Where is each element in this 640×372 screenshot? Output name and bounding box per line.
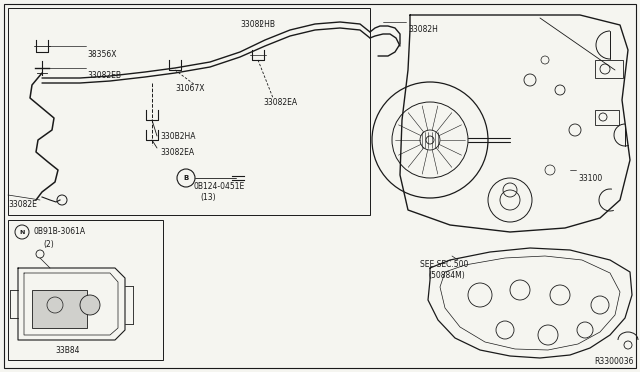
Text: N: N bbox=[19, 230, 25, 234]
Text: 33082EA: 33082EA bbox=[160, 148, 194, 157]
Text: 0B91B-3061A: 0B91B-3061A bbox=[33, 228, 85, 237]
Circle shape bbox=[177, 169, 195, 187]
Text: 38356X: 38356X bbox=[87, 50, 116, 59]
Text: (50884M): (50884M) bbox=[428, 271, 465, 280]
Text: B: B bbox=[184, 175, 189, 181]
Text: 0B124-0451E: 0B124-0451E bbox=[194, 182, 245, 191]
Bar bbox=[595, 60, 623, 78]
Text: 33B84: 33B84 bbox=[55, 346, 79, 355]
Text: 33100: 33100 bbox=[578, 174, 602, 183]
Text: 33082H: 33082H bbox=[408, 25, 438, 34]
Text: R3300036: R3300036 bbox=[595, 357, 634, 366]
Text: (2): (2) bbox=[43, 240, 54, 248]
Circle shape bbox=[80, 295, 100, 315]
Text: SEE SEC.500: SEE SEC.500 bbox=[420, 260, 468, 269]
Text: 33082HB: 33082HB bbox=[240, 20, 275, 29]
Text: 33082E: 33082E bbox=[8, 200, 37, 209]
Circle shape bbox=[15, 225, 29, 239]
Text: 33082EB: 33082EB bbox=[87, 71, 121, 80]
Bar bbox=[8, 220, 163, 360]
Bar bbox=[8, 8, 370, 215]
Text: 31067X: 31067X bbox=[175, 84, 205, 93]
Bar bbox=[32, 290, 87, 328]
Bar bbox=[595, 110, 619, 125]
Text: 33082EA: 33082EA bbox=[263, 98, 297, 107]
Text: 330B2HA: 330B2HA bbox=[160, 132, 195, 141]
Text: (13): (13) bbox=[200, 193, 216, 202]
